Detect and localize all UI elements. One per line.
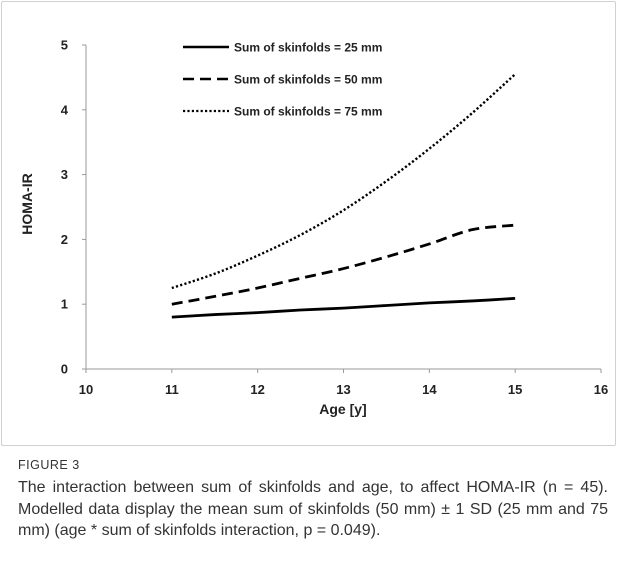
- x-tick-label: 10: [79, 382, 93, 397]
- chart-series-layer: [171, 73, 516, 319]
- y-tick-label: 4: [61, 102, 69, 117]
- x-tick-label: 14: [422, 382, 437, 397]
- figure-caption-text: The interaction between sum of skinfolds…: [18, 479, 608, 539]
- y-axis-title: HOMA-IR: [19, 173, 35, 234]
- figure-caption: FIGURE 3 The interaction between sum of …: [18, 455, 608, 542]
- x-axis-title: Age [y]: [319, 401, 366, 417]
- y-tick-label: 2: [61, 232, 68, 247]
- y-tick-label: 3: [61, 167, 68, 182]
- x-tick-label: 13: [336, 382, 350, 397]
- y-tick-label: 5: [61, 38, 68, 53]
- y-tick-label: 0: [61, 362, 68, 377]
- legend-label-1: Sum of skinfolds = 25 mm: [234, 41, 382, 55]
- legend-label-2: Sum of skinfolds = 50 mm: [234, 73, 382, 87]
- x-tick-label: 12: [250, 382, 264, 397]
- series-line-1: [171, 296, 516, 319]
- x-tick-label: 16: [594, 382, 608, 397]
- x-tick-label: 11: [165, 382, 179, 397]
- series-line-2: [171, 223, 516, 306]
- figure-label: FIGURE 3: [18, 458, 80, 472]
- y-tick-label: 1: [61, 297, 68, 312]
- legend-label-3: Sum of skinfolds = 75 mm: [234, 105, 382, 119]
- series-line-3: [171, 73, 516, 290]
- chart-panel: [0, 0, 616, 446]
- x-tick-label: 15: [508, 382, 522, 397]
- chart-legend: Sum of skinfolds = 25 mm Sum of skinfolds…: [183, 41, 382, 119]
